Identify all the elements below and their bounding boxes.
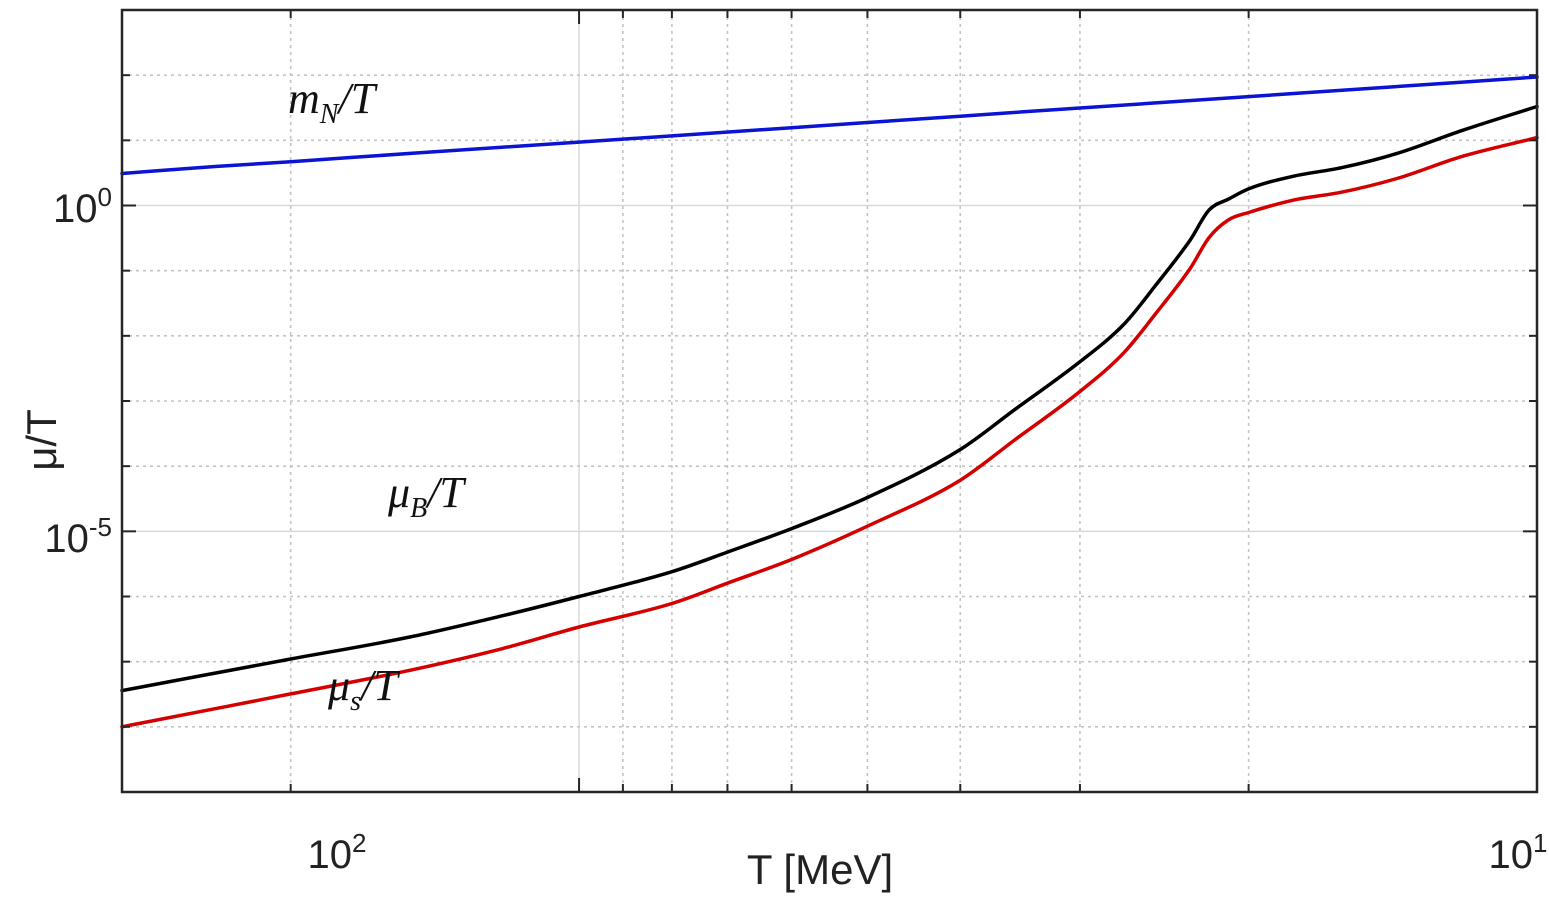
y-tick-label-1e-5: 10-5 [44,512,112,561]
series-line-mu-s [120,135,1539,729]
label-mu-b-over-t: μB/T [387,468,467,524]
series-line-m-n [120,75,1539,176]
label-m-n-over-t: mN/T [288,74,379,130]
y-tick-label-1e0: 100 [53,182,112,231]
x-axis-label: T [MeV] [747,846,893,893]
series-layer [120,75,1539,729]
y-axis-label: μ/T [18,409,65,471]
x-tick-label-100: 102 [308,828,367,877]
x-tick-label-10: 101 [1489,828,1548,877]
series-line-mu-b [120,104,1539,693]
label-mu-s-over-t: μs/T [327,661,401,717]
tick-marks [121,9,1538,793]
